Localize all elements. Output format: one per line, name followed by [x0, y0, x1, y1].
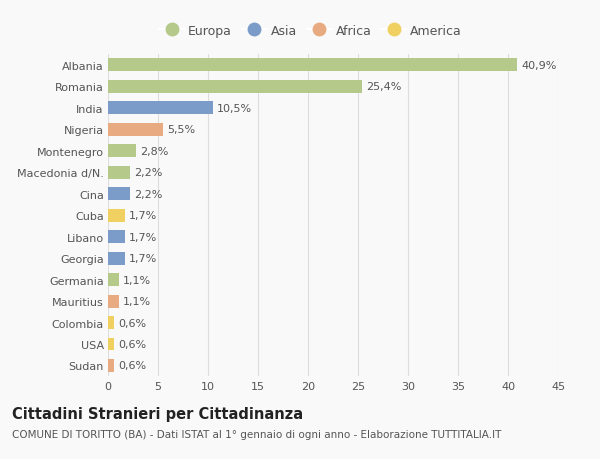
Bar	[108, 274, 119, 286]
Bar	[108, 316, 114, 329]
Text: 25,4%: 25,4%	[366, 82, 401, 92]
Text: 10,5%: 10,5%	[217, 104, 252, 114]
Bar	[108, 209, 125, 222]
Text: 0,6%: 0,6%	[118, 361, 146, 371]
Text: Cittadini Stranieri per Cittadinanza: Cittadini Stranieri per Cittadinanza	[12, 406, 303, 421]
Bar	[108, 102, 213, 115]
Bar	[108, 145, 136, 158]
Bar	[108, 252, 125, 265]
Text: 2,2%: 2,2%	[134, 189, 163, 199]
Text: COMUNE DI TORITTO (BA) - Dati ISTAT al 1° gennaio di ogni anno - Elaborazione TU: COMUNE DI TORITTO (BA) - Dati ISTAT al 1…	[12, 429, 502, 439]
Bar	[108, 188, 130, 201]
Bar	[108, 338, 114, 351]
Bar	[108, 81, 362, 94]
Legend: Europa, Asia, Africa, America: Europa, Asia, Africa, America	[154, 19, 467, 42]
Bar	[108, 59, 517, 72]
Text: 1,1%: 1,1%	[123, 275, 151, 285]
Bar	[108, 359, 114, 372]
Bar	[108, 167, 130, 179]
Text: 2,2%: 2,2%	[134, 168, 163, 178]
Text: 5,5%: 5,5%	[167, 125, 195, 135]
Text: 0,6%: 0,6%	[118, 339, 146, 349]
Bar	[108, 295, 119, 308]
Text: 2,8%: 2,8%	[140, 146, 169, 157]
Text: 1,7%: 1,7%	[129, 232, 157, 242]
Text: 1,1%: 1,1%	[123, 297, 151, 307]
Text: 40,9%: 40,9%	[521, 61, 556, 71]
Text: 0,6%: 0,6%	[118, 318, 146, 328]
Bar	[108, 123, 163, 136]
Text: 1,7%: 1,7%	[129, 211, 157, 221]
Bar	[108, 231, 125, 244]
Text: 1,7%: 1,7%	[129, 253, 157, 263]
